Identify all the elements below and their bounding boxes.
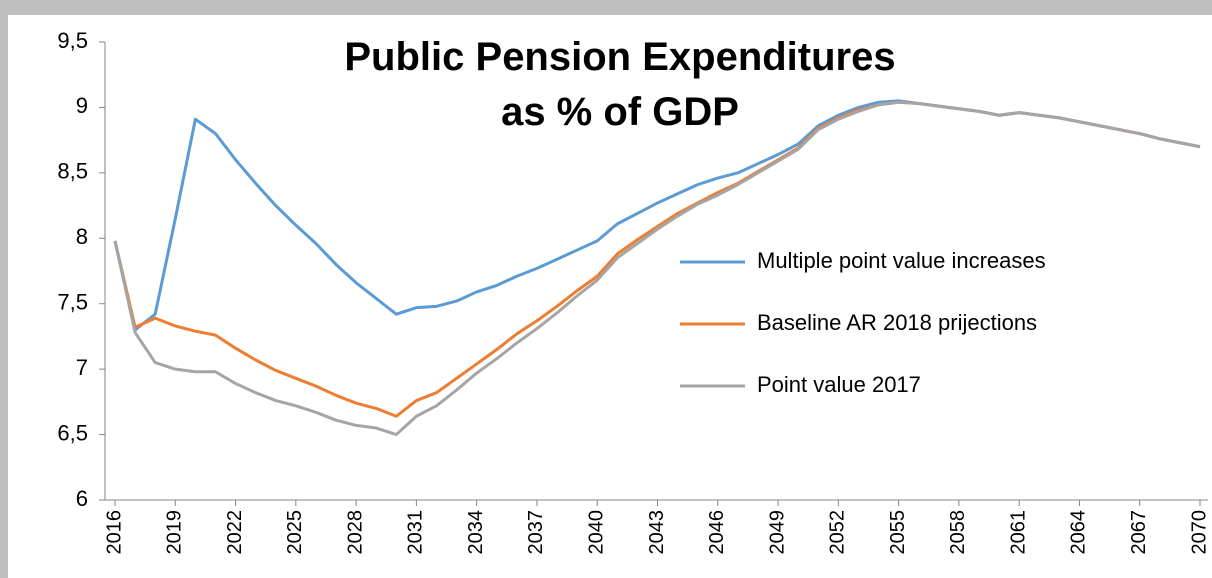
- y-tick-label: 8,5: [57, 159, 88, 184]
- x-tick-label: 2052: [827, 510, 849, 555]
- x-tick-label: 2055: [887, 510, 909, 555]
- x-tick-label: 2019: [164, 510, 186, 555]
- x-tick-label: 2031: [405, 510, 427, 555]
- chart-title: Public Pension Expenditures as % of GDP: [344, 35, 896, 134]
- y-tick-label: 6: [76, 486, 88, 511]
- y-tick-label: 8: [76, 224, 88, 249]
- x-tick-label: 2061: [1007, 510, 1029, 555]
- x-tick-label: 2049: [766, 510, 788, 555]
- y-tick-label: 7,5: [57, 290, 88, 315]
- legend-label: Baseline AR 2018 prijections: [757, 310, 1037, 335]
- x-tick-label: 2037: [525, 510, 547, 555]
- x-tick-label: 2022: [224, 510, 246, 555]
- x-tick-label: 2016: [103, 510, 125, 555]
- x-tick-label: 2064: [1068, 510, 1090, 555]
- x-tick-label: 2034: [465, 510, 487, 555]
- y-tick-label: 7: [76, 355, 88, 380]
- legend-label: Point value 2017: [757, 372, 921, 397]
- x-tick-label: 2070: [1188, 510, 1210, 555]
- x-tick-label: 2046: [706, 510, 728, 555]
- chart-background: [8, 15, 1212, 578]
- series-line: [113, 100, 1201, 437]
- y-tick-label: 6,5: [57, 420, 88, 445]
- x-tick-label: 2028: [344, 510, 366, 555]
- x-tick-label: 2040: [586, 510, 608, 555]
- x-tick-label: 2058: [947, 510, 969, 555]
- y-tick-label: 9,5: [57, 28, 88, 53]
- y-tick-label: 9: [76, 93, 88, 118]
- legend-label: Multiple point value increases: [757, 248, 1046, 273]
- x-tick-label: 2067: [1128, 510, 1150, 555]
- x-tick-label: 2025: [284, 510, 306, 555]
- x-tick-label: 2043: [646, 510, 668, 555]
